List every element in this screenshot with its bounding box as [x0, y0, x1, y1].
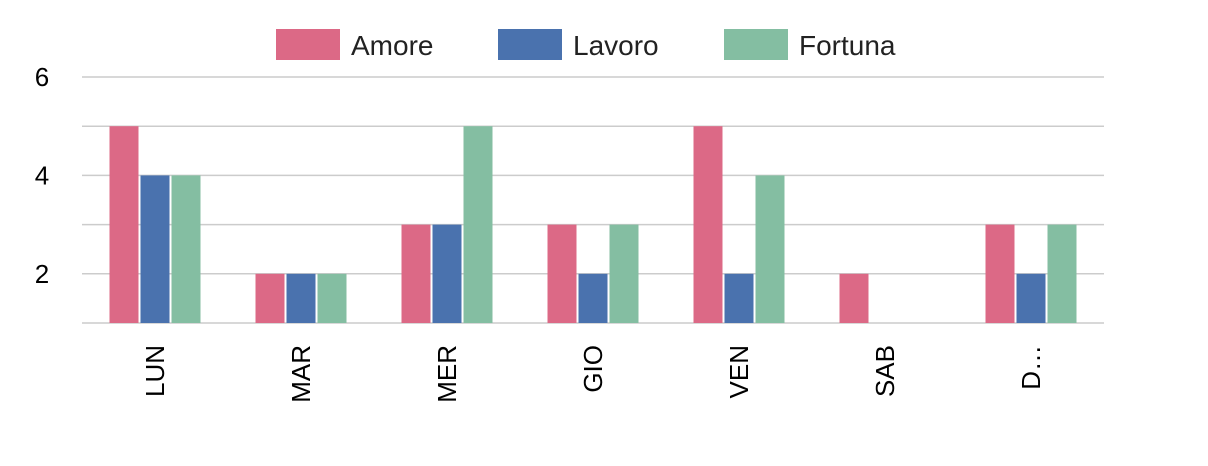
- grid-lines: [82, 76, 1104, 324]
- y-tick-label: 4: [35, 160, 49, 190]
- legend-label-lavoro: Lavoro: [573, 30, 659, 61]
- bar-lavoro-6: [1016, 273, 1046, 323]
- y-axis-ticks: 2 4 6: [35, 62, 49, 289]
- bar-amore-3: [547, 224, 577, 323]
- x-axis-ticks: LUN MAR MER GIO VEN SAB D…: [140, 345, 1046, 403]
- x-tick-label: LUN: [140, 345, 170, 397]
- bar-amore-2: [401, 224, 431, 323]
- bar-fortuna-3: [609, 224, 639, 323]
- x-tick-label: SAB: [870, 345, 900, 397]
- y-tick-label: 6: [35, 62, 49, 92]
- bar-fortuna-4: [755, 175, 785, 323]
- x-tick-label: VEN: [724, 345, 754, 398]
- bar-lavoro-1: [286, 273, 316, 323]
- legend-swatch-amore: [276, 29, 340, 60]
- bar-amore-1: [255, 273, 285, 323]
- bar-lavoro-0: [140, 175, 170, 323]
- bar-lavoro-4: [724, 273, 754, 323]
- legend-label-amore: Amore: [351, 30, 433, 61]
- bars: [109, 126, 1077, 323]
- bar-fortuna-2: [463, 126, 493, 323]
- bar-fortuna-1: [317, 273, 347, 323]
- bar-fortuna-6: [1047, 224, 1077, 323]
- y-tick-label: 2: [35, 259, 49, 289]
- legend-swatch-fortuna: [724, 29, 788, 60]
- bar-amore-5: [839, 273, 869, 323]
- bar-lavoro-3: [578, 273, 608, 323]
- x-tick-label: GIO: [578, 345, 608, 393]
- x-tick-label: MER: [432, 345, 462, 403]
- bar-amore-4: [693, 126, 723, 323]
- bar-amore-0: [109, 126, 139, 323]
- bar-amore-6: [985, 224, 1015, 323]
- bar-lavoro-2: [432, 224, 462, 323]
- x-tick-label: D…: [1016, 345, 1046, 390]
- bar-fortuna-0: [171, 175, 201, 323]
- legend-swatch-lavoro: [498, 29, 562, 60]
- x-tick-label: MAR: [286, 345, 316, 403]
- legend: Amore Lavoro Fortuna: [276, 29, 896, 61]
- legend-label-fortuna: Fortuna: [799, 30, 896, 61]
